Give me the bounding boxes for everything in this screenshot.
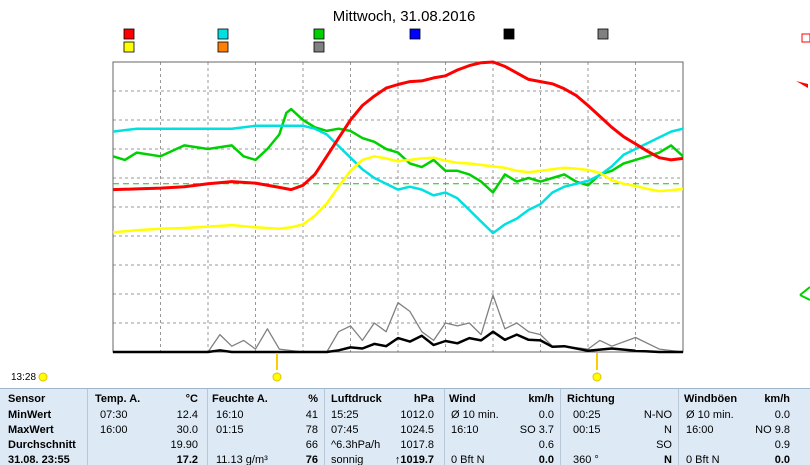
stat-cell-hum-val: 76 (305, 454, 318, 465)
header-pressure-unit: hPa (413, 393, 434, 405)
column-separator (87, 389, 88, 465)
sun-icon (38, 372, 48, 382)
stat-cell-gust-val: NO 9.8 (755, 424, 790, 436)
stat-cell-wind-time: 16:10 (451, 424, 479, 436)
header-direction: Richtung (567, 393, 615, 405)
series-windb-en (113, 294, 684, 353)
stat-cell-press-val: 1017.8 (400, 439, 434, 451)
stat-cell-wind-time: 0 Bft N (451, 454, 485, 465)
statistics-table: Sensor Temp. A. °C Feuchte A. % Luftdruc… (0, 388, 810, 465)
header-gust-unit: km/h (764, 393, 790, 405)
header-pressure: Luftdruck (331, 393, 382, 405)
stat-cell-dir-time: 00:15 (573, 424, 601, 436)
legend-swatch (217, 28, 229, 40)
stat-cell-dir-time: 00:25 (573, 409, 601, 421)
stat-cell-temp-val: 30.0 (176, 424, 198, 436)
stat-cell-label: MaxWert (8, 424, 54, 436)
column-separator (444, 389, 445, 465)
chart-title: Mittwoch, 31.08.2016 (333, 8, 476, 25)
stat-cell-gust-val: 0.0 (774, 409, 790, 421)
stat-cell-wind-val: 0.6 (538, 439, 554, 451)
stat-cell-hum-val: 66 (305, 439, 318, 451)
header-wind-unit: km/h (528, 393, 554, 405)
column-separator (678, 389, 679, 465)
stat-cell-temp-time: 16:00 (100, 424, 128, 436)
stat-cell-hum-time: 01:15 (216, 424, 244, 436)
stat-cell-wind-val: SO 3.7 (519, 424, 554, 436)
plot-area (112, 60, 684, 354)
stat-cell-temp-val: 19.90 (170, 439, 198, 451)
series-temp-a (112, 60, 684, 192)
stat-cell-dir-val: N (664, 454, 672, 465)
wind-direction-arrow-icon (796, 81, 808, 88)
legend-swatch (503, 28, 515, 40)
series-wind (113, 330, 683, 354)
column-separator (324, 389, 325, 465)
legend-swatch (123, 41, 135, 53)
stat-cell-dir-val: N (664, 424, 672, 436)
stat-cell-press-time: 15:25 (331, 409, 359, 421)
stat-cell-wind-val: 0.0 (538, 454, 554, 465)
chart-legend (123, 28, 609, 53)
legend-swatch (313, 28, 325, 40)
stat-cell-gust-time: 0 Bft N (686, 454, 720, 465)
stat-cell-press-time: sonnig (331, 454, 364, 465)
legend-swatch (409, 28, 421, 40)
legend-swatch (217, 41, 229, 53)
column-separator (207, 389, 208, 465)
stat-cell-temp-val: 17.2 (176, 454, 198, 465)
stat-cell-hum-val: 78 (305, 424, 318, 436)
pressure-trend-icon (799, 286, 810, 301)
stat-cell-temp-time: 07:30 (100, 409, 128, 421)
series-luftdruck (112, 107, 684, 194)
stat-cell-dir-val: N-NO (643, 409, 672, 421)
series-taupunkt (112, 155, 684, 234)
stat-cell-dir-val: SO (656, 439, 672, 451)
current-time: 13:28 (11, 372, 37, 383)
stat-cell-press-val: ↑1019.7 (394, 454, 434, 465)
header-humidity-unit: % (308, 393, 318, 405)
stat-cell-gust-val: 0.9 (774, 439, 790, 451)
legend-swatch (313, 41, 325, 53)
header-temp-unit: °C (185, 393, 198, 405)
stat-cell-gust-val: 0.0 (774, 454, 790, 465)
header-sensor: Sensor (8, 393, 46, 405)
stat-cell-label: MinWert (8, 409, 52, 421)
plot-border (112, 61, 684, 353)
weather-chart: Mittwoch, 31.08.2016 (38, 8, 810, 382)
header-gust: Windböen (684, 393, 738, 405)
column-separator (560, 389, 561, 465)
chart-markers (38, 33, 810, 382)
stat-cell-label: 31.08. 23:55 (8, 454, 70, 465)
legend-swatch (123, 28, 135, 40)
stat-cell-hum-time: 16:10 (216, 409, 244, 421)
stat-cell-wind-time: Ø 10 min. (451, 409, 499, 421)
legend-swatch (597, 28, 609, 40)
stat-cell-press-time: ^6.3hPa/h (331, 439, 381, 451)
chart-grid (112, 61, 684, 353)
header-wind: Wind (449, 393, 476, 405)
stat-cell-gust-time: Ø 10 min. (686, 409, 734, 421)
indicator-box-icon (801, 33, 810, 43)
stat-cell-hum-val: 41 (305, 409, 318, 421)
sunrise-icon (272, 372, 282, 382)
stat-cell-press-val: 1024.5 (400, 424, 434, 436)
sunset-icon (592, 372, 602, 382)
stat-cell-press-time: 07:45 (331, 424, 359, 436)
stat-cell-dir-time: 360 ° (573, 454, 599, 465)
stat-cell-gust-time: 16:00 (686, 424, 714, 436)
stat-cell-temp-val: 12.4 (176, 409, 198, 421)
header-temp: Temp. A. (95, 393, 141, 405)
stat-cell-wind-val: 0.0 (538, 409, 554, 421)
header-humidity: Feuchte A. (212, 393, 268, 405)
stat-cell-press-val: 1012.0 (400, 409, 434, 421)
stat-cell-label: Durchschnitt (8, 439, 76, 451)
stat-cell-hum-time: 11.13 g/m³ (216, 454, 268, 465)
